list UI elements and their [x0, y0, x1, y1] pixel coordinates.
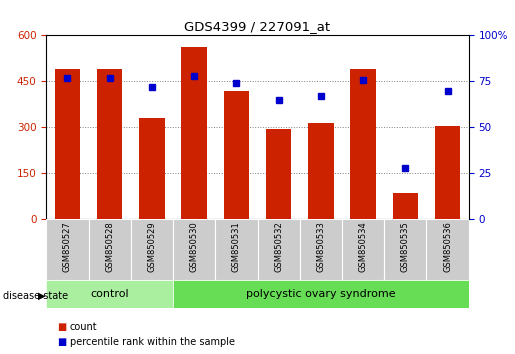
Bar	[173, 280, 469, 308]
Text: GSM850535: GSM850535	[401, 221, 410, 272]
Text: GSM850531: GSM850531	[232, 221, 241, 272]
Bar	[300, 219, 342, 280]
Text: GSM850529: GSM850529	[147, 221, 157, 272]
Bar	[392, 193, 418, 219]
Bar	[384, 219, 426, 280]
Text: count: count	[70, 322, 97, 332]
Text: GSM850536: GSM850536	[443, 221, 452, 272]
Text: GSM850533: GSM850533	[316, 221, 325, 272]
Text: ▶: ▶	[38, 291, 45, 301]
Bar	[308, 123, 334, 219]
Bar	[46, 219, 89, 280]
Bar	[224, 91, 249, 219]
Bar	[46, 280, 173, 308]
Text: GSM850527: GSM850527	[63, 221, 72, 272]
Bar	[97, 69, 123, 219]
Bar	[435, 126, 460, 219]
Bar	[131, 219, 173, 280]
Bar	[342, 219, 384, 280]
Bar	[181, 47, 207, 219]
Bar	[215, 219, 258, 280]
Bar	[258, 219, 300, 280]
Text: GSM850534: GSM850534	[358, 221, 368, 272]
Bar	[55, 69, 80, 219]
Bar	[426, 219, 469, 280]
Title: GDS4399 / 227091_at: GDS4399 / 227091_at	[184, 20, 331, 33]
Text: ■: ■	[57, 337, 66, 347]
Bar	[89, 219, 131, 280]
Text: percentile rank within the sample: percentile rank within the sample	[70, 337, 234, 347]
Text: polycystic ovary syndrome: polycystic ovary syndrome	[246, 289, 396, 299]
Text: GSM850528: GSM850528	[105, 221, 114, 272]
Bar	[173, 219, 215, 280]
Bar	[139, 118, 165, 219]
Text: GSM850530: GSM850530	[190, 221, 199, 272]
Text: GSM850532: GSM850532	[274, 221, 283, 272]
Text: disease state: disease state	[3, 291, 67, 301]
Bar	[350, 69, 376, 219]
Bar	[266, 129, 291, 219]
Text: ■: ■	[57, 322, 66, 332]
Text: control: control	[91, 289, 129, 299]
